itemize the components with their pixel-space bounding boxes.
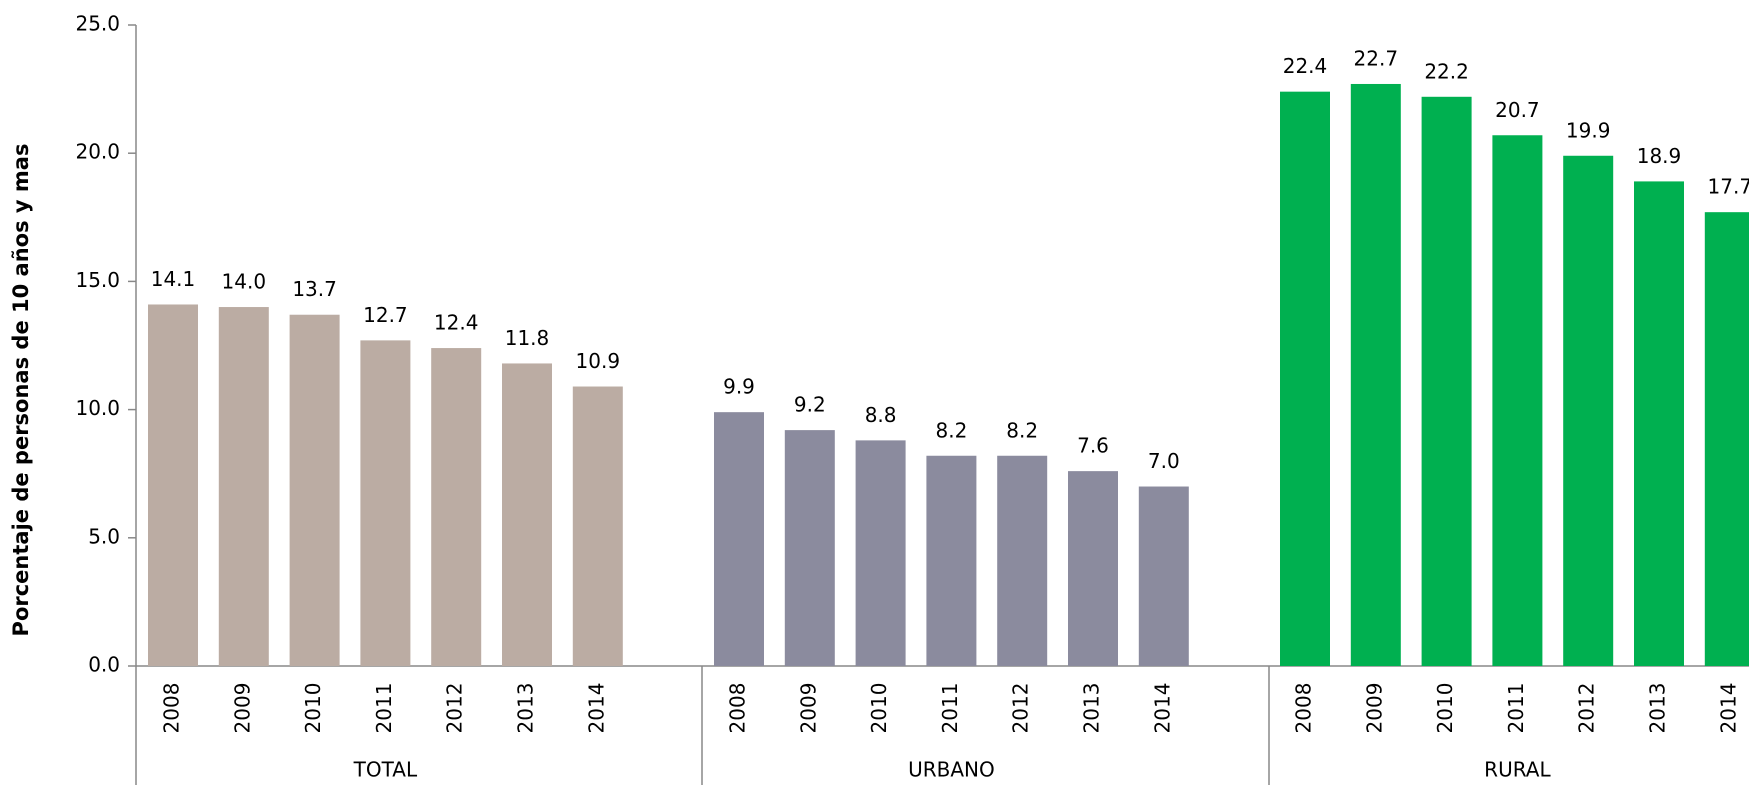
bar [218,307,269,666]
bar [1492,135,1543,666]
value-label: 12.4 [434,311,479,335]
bar [1068,471,1118,666]
x-tick-label: 2010 [1433,683,1457,734]
x-tick-label: 2010 [301,683,325,734]
x-tick-label: 2011 [372,683,396,734]
x-tick-label: 2014 [584,683,608,734]
bar [714,412,764,666]
bar [997,455,1048,666]
x-tick-label: 2011 [938,683,962,734]
value-label: 8.8 [865,403,897,427]
group-label: RURAL [1484,758,1551,782]
group-label: URBANO [908,758,995,782]
value-label: 14.1 [151,267,196,291]
value-label: 18.9 [1637,144,1682,168]
x-tick-label: 2013 [514,683,538,734]
bar [926,455,977,666]
value-label: 12.7 [363,303,408,327]
y-tick-label: 10.0 [75,396,120,420]
value-label: 19.9 [1566,118,1611,142]
value-label: 9.2 [794,393,826,417]
value-label: 7.0 [1148,449,1180,473]
value-label: 10.9 [576,349,621,373]
x-tick-label: 2013 [1080,683,1104,734]
bar [148,304,198,666]
value-label: 14.0 [222,270,267,294]
x-tick-label: 2012 [443,683,467,734]
value-label: 13.7 [292,277,337,301]
value-label: 8.2 [1006,418,1038,442]
bar [431,348,482,666]
x-tick-label: 2011 [1504,683,1528,734]
y-tick-label: 15.0 [75,268,120,292]
value-label: 22.2 [1424,59,1469,83]
bar [784,430,835,666]
value-label: 9.9 [723,375,755,399]
value-label: 7.6 [1077,434,1109,458]
x-tick-label: 2014 [1716,683,1740,734]
x-tick-label: 2009 [796,683,820,734]
value-label: 22.7 [1354,46,1399,70]
value-label: 17.7 [1708,175,1749,199]
bar [1421,96,1472,667]
y-tick-label: 25.0 [75,12,120,36]
x-tick-label: 2010 [867,683,891,734]
bar [1634,181,1684,667]
y-tick-label: 5.0 [88,524,120,548]
bar [1138,486,1189,666]
x-tick-label: 2009 [1362,683,1386,734]
bar [572,386,623,666]
y-tick-label: 20.0 [75,140,120,164]
x-tick-label: 2008 [1292,683,1316,734]
x-tick-label: 2014 [1150,683,1174,734]
x-tick-label: 2009 [230,683,254,734]
x-tick-label: 2008 [160,683,184,734]
value-label: 20.7 [1495,98,1540,122]
x-tick-label: 2008 [726,683,750,734]
bar [1280,91,1330,666]
value-label: 22.4 [1283,54,1328,78]
bar [289,314,340,666]
x-tick-label: 2013 [1646,683,1670,734]
group-label: TOTAL [353,758,418,782]
bar [502,363,552,666]
x-tick-label: 2012 [1575,683,1599,734]
bar [1704,212,1749,666]
x-tick-label: 2012 [1009,683,1033,734]
bar [1350,83,1401,667]
value-label: 11.8 [505,326,550,350]
bar [855,440,906,666]
y-axis-title: Porcentaje de personas de 10 años y mas [9,144,33,637]
bar [360,340,411,666]
value-label: 8.2 [935,418,967,442]
bar [1563,155,1614,666]
y-tick-label: 0.0 [88,653,120,677]
